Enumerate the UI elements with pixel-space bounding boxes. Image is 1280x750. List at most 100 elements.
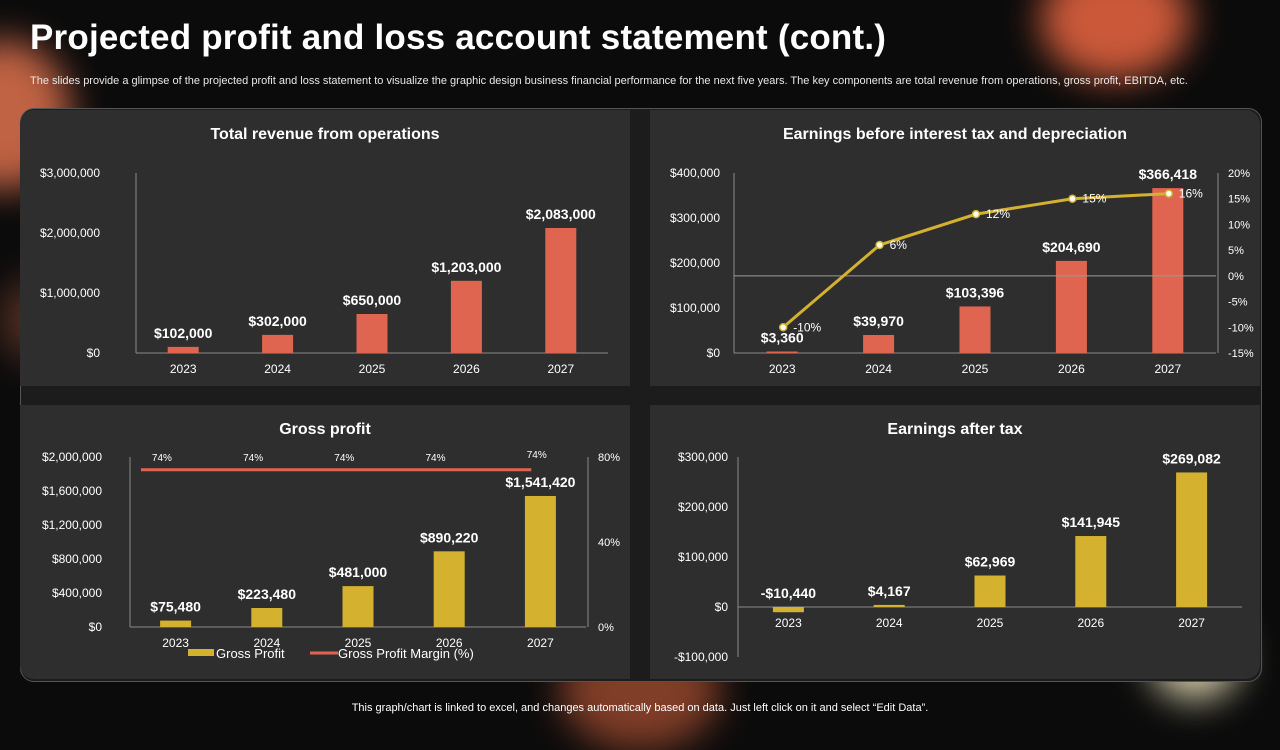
x-tick-label: 2024 xyxy=(264,362,291,376)
y-tick-label: $400,000 xyxy=(52,586,102,600)
line-value-label: -10% xyxy=(793,320,821,334)
x-tick-label: 2023 xyxy=(775,616,802,630)
y-tick-label: $2,000,000 xyxy=(40,226,100,240)
x-tick-label: 2025 xyxy=(962,362,989,376)
y-tick-label: $1,200,000 xyxy=(42,518,102,532)
line-value-label: 6% xyxy=(890,238,908,252)
data-bar xyxy=(974,575,1006,607)
bar-value-label: $3,360 xyxy=(761,329,804,345)
y-tick-label: $2,000,000 xyxy=(42,450,102,464)
x-tick-label: 2023 xyxy=(162,636,189,650)
data-bar xyxy=(160,620,192,627)
ebitda-panel[interactable]: Earnings before interest tax and depreci… xyxy=(650,110,1260,386)
page-subtitle: The slides provide a glimpse of the proj… xyxy=(30,75,1188,87)
data-bar xyxy=(342,586,374,627)
data-bar xyxy=(167,346,199,353)
data-bar xyxy=(959,306,991,353)
y-tick-label: $400,000 xyxy=(670,166,720,180)
bar-value-label: $1,541,420 xyxy=(505,474,575,490)
data-bar xyxy=(1152,188,1184,353)
legend-label: Gross Profit Margin (%) xyxy=(338,646,474,661)
x-tick-label: 2027 xyxy=(527,636,554,650)
line-value-label: 74% xyxy=(426,453,446,464)
y-tick-label: $100,000 xyxy=(670,301,720,315)
y-tick-label: $0 xyxy=(707,346,721,360)
data-bar xyxy=(772,607,804,613)
line-point xyxy=(1068,194,1077,203)
data-bar xyxy=(873,604,905,607)
gross-profit-chart[interactable]: $0 $400,000 $800,000 $1,200,000 $1,600,000 $2… xyxy=(20,405,630,679)
y-tick-label: $200,000 xyxy=(670,256,720,270)
line-value-label: 74% xyxy=(152,453,172,464)
gross-profit-panel[interactable]: Gross profit $0 $400,000 $800,000 $1,200,00… xyxy=(20,405,630,679)
x-tick-label: 2023 xyxy=(769,362,796,376)
x-tick-label: 2026 xyxy=(453,362,480,376)
data-bar xyxy=(545,228,577,353)
y-tick-label: $300,000 xyxy=(678,450,728,464)
line-point xyxy=(1164,189,1174,198)
y2-tick-label: -10% xyxy=(1228,322,1254,334)
revenue-panel[interactable]: Total revenue from operations $0 $1,000,0… xyxy=(20,110,630,386)
revenue-chart-title: Total revenue from operations xyxy=(210,126,440,143)
eat-chart-title: Earnings after tax xyxy=(887,421,1023,438)
y2-tick-label: -5% xyxy=(1228,297,1248,309)
revenue-chart[interactable]: $0 $1,000,000 $2,000,000 $3,000,000 2023 2024… xyxy=(20,110,630,386)
gross-profit-chart-title: Gross profit xyxy=(279,421,371,438)
decor-blob xyxy=(1040,0,1190,80)
bar-value-label: $2,083,000 xyxy=(526,206,596,222)
line-point xyxy=(875,240,884,250)
data-bar xyxy=(262,334,294,353)
bar-value-label: $103,396 xyxy=(946,284,1005,300)
y-tick-label: $3,000,000 xyxy=(40,166,100,180)
data-bar xyxy=(356,314,388,353)
y-tick-label: $200,000 xyxy=(678,500,728,514)
data-bar xyxy=(863,335,895,353)
bar-value-label: $4,167 xyxy=(868,583,911,599)
line-value-label: 16% xyxy=(1179,187,1203,201)
y2-tick-label: 0% xyxy=(1228,271,1244,283)
y2-tick-label: 40% xyxy=(598,537,620,549)
legend-label: Gross Profit xyxy=(216,646,285,661)
ebitda-chart-title: Earnings before interest tax and depreci… xyxy=(782,126,1128,143)
eat-panel[interactable]: Earnings after tax -$100,000 $0 $100,000 $2… xyxy=(650,405,1260,679)
bar-value-label: $39,970 xyxy=(853,313,904,329)
legend-swatch-bar xyxy=(188,649,214,656)
x-tick-label: 2026 xyxy=(436,636,463,650)
bar-value-label: $62,969 xyxy=(965,554,1016,570)
data-bar xyxy=(524,495,556,627)
y2-tick-label: 15% xyxy=(1228,194,1250,206)
bar-value-label: $890,220 xyxy=(420,529,479,545)
x-tick-label: 2023 xyxy=(170,362,197,376)
data-bar xyxy=(251,608,283,627)
bar-value-label: $223,480 xyxy=(238,586,297,602)
bar-value-label: $302,000 xyxy=(248,313,307,329)
line-value-label: 74% xyxy=(334,453,354,464)
line-value-label: 74% xyxy=(243,453,263,464)
bar-value-label: $141,945 xyxy=(1062,514,1121,530)
y-tick-label: $0 xyxy=(89,620,103,634)
x-tick-label: 2026 xyxy=(1077,616,1104,630)
y2-tick-label: 0% xyxy=(598,622,614,634)
x-tick-label: 2025 xyxy=(977,616,1004,630)
x-tick-label: 2025 xyxy=(359,362,386,376)
y-tick-label: $800,000 xyxy=(52,552,102,566)
bar-value-label: $102,000 xyxy=(154,325,213,341)
bar-value-label: $481,000 xyxy=(329,564,388,580)
ebitda-chart[interactable]: $0 $100,000 $200,000 $300,000 $400,000 2023 20… xyxy=(650,110,1260,386)
bar-value-label: $75,480 xyxy=(150,599,201,615)
y2-tick-label: 80% xyxy=(598,452,620,464)
y2-tick-label: 20% xyxy=(1228,168,1250,180)
y-tick-label: $1,000,000 xyxy=(40,286,100,300)
bar-value-label: $366,418 xyxy=(1139,166,1198,182)
eat-chart[interactable]: -$100,000 $0 $100,000 $200,000 $300,000 2023 2… xyxy=(650,405,1260,679)
data-bar xyxy=(766,351,798,353)
data-bar xyxy=(433,551,465,627)
bar-value-label: $204,690 xyxy=(1042,239,1101,255)
y-tick-label: $0 xyxy=(715,600,729,614)
footer-note: This graph/chart is linked to excel, and… xyxy=(351,702,929,714)
x-tick-label: 2025 xyxy=(345,636,372,650)
data-bar xyxy=(1176,472,1208,607)
bar-value-label: $1,203,000 xyxy=(431,259,501,275)
y2-tick-label: -15% xyxy=(1228,348,1254,360)
x-tick-label: 2024 xyxy=(865,362,892,376)
